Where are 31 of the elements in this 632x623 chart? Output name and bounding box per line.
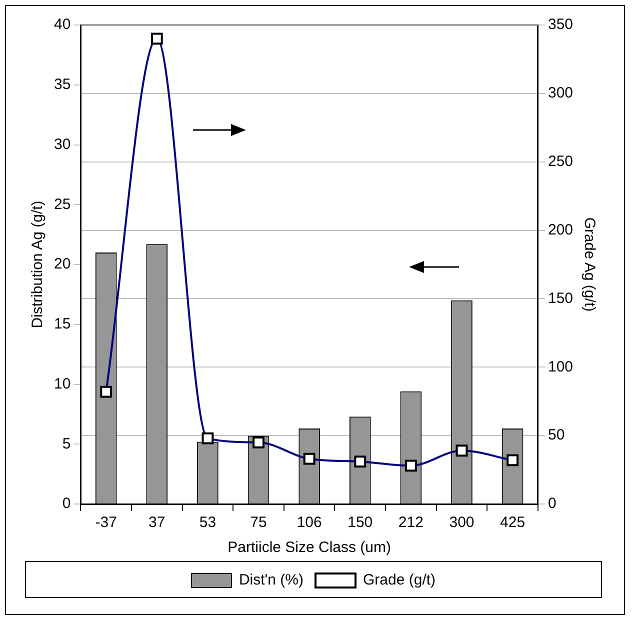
x-tick-label: 53 (199, 514, 216, 532)
x-tick-label: 300 (449, 514, 474, 532)
y2-tick-label: 150 (548, 290, 574, 307)
x-tick-label: 212 (398, 514, 424, 532)
y-tick-label: 35 (54, 76, 71, 94)
y2-tick-label: 200 (548, 221, 574, 238)
y2-tick-label: 250 (548, 153, 574, 170)
x-tick-label: 106 (296, 514, 322, 532)
y-tick-label: 0 (62, 495, 71, 512)
y-tick-label: 5 (62, 435, 71, 452)
legend-label: Grade (g/t) (363, 572, 436, 589)
y2-tick-label: 0 (548, 495, 556, 512)
legend-label: Dist'n (%) (238, 572, 304, 589)
x-tick-label: -37 (95, 514, 117, 532)
x-tick-label: 150 (348, 514, 373, 532)
y-tick-label: 20 (54, 256, 71, 273)
y2-tick-label: 100 (548, 358, 574, 376)
x-tick-label: 37 (148, 514, 166, 532)
y2-tick-label: 50 (548, 426, 565, 444)
y-tick-label: 25 (54, 196, 71, 213)
y-axis-title: Distribution Ag (g/t) (29, 200, 46, 328)
y-tick-label: 30 (54, 136, 71, 153)
y2-tick-label: 300 (548, 84, 574, 102)
x-tick-label: 75 (250, 514, 267, 532)
y-tick-label: 15 (54, 316, 71, 333)
y-tick-label: 10 (54, 375, 71, 392)
x-axis-title: Partiicle Size Class (um) (228, 539, 392, 556)
x-tick-label: 425 (500, 514, 526, 532)
y-tick-label: 40 (54, 16, 71, 34)
y2-tick-label: 350 (548, 16, 574, 34)
y2-axis-title: Grade Ag (g/t) (580, 217, 598, 312)
